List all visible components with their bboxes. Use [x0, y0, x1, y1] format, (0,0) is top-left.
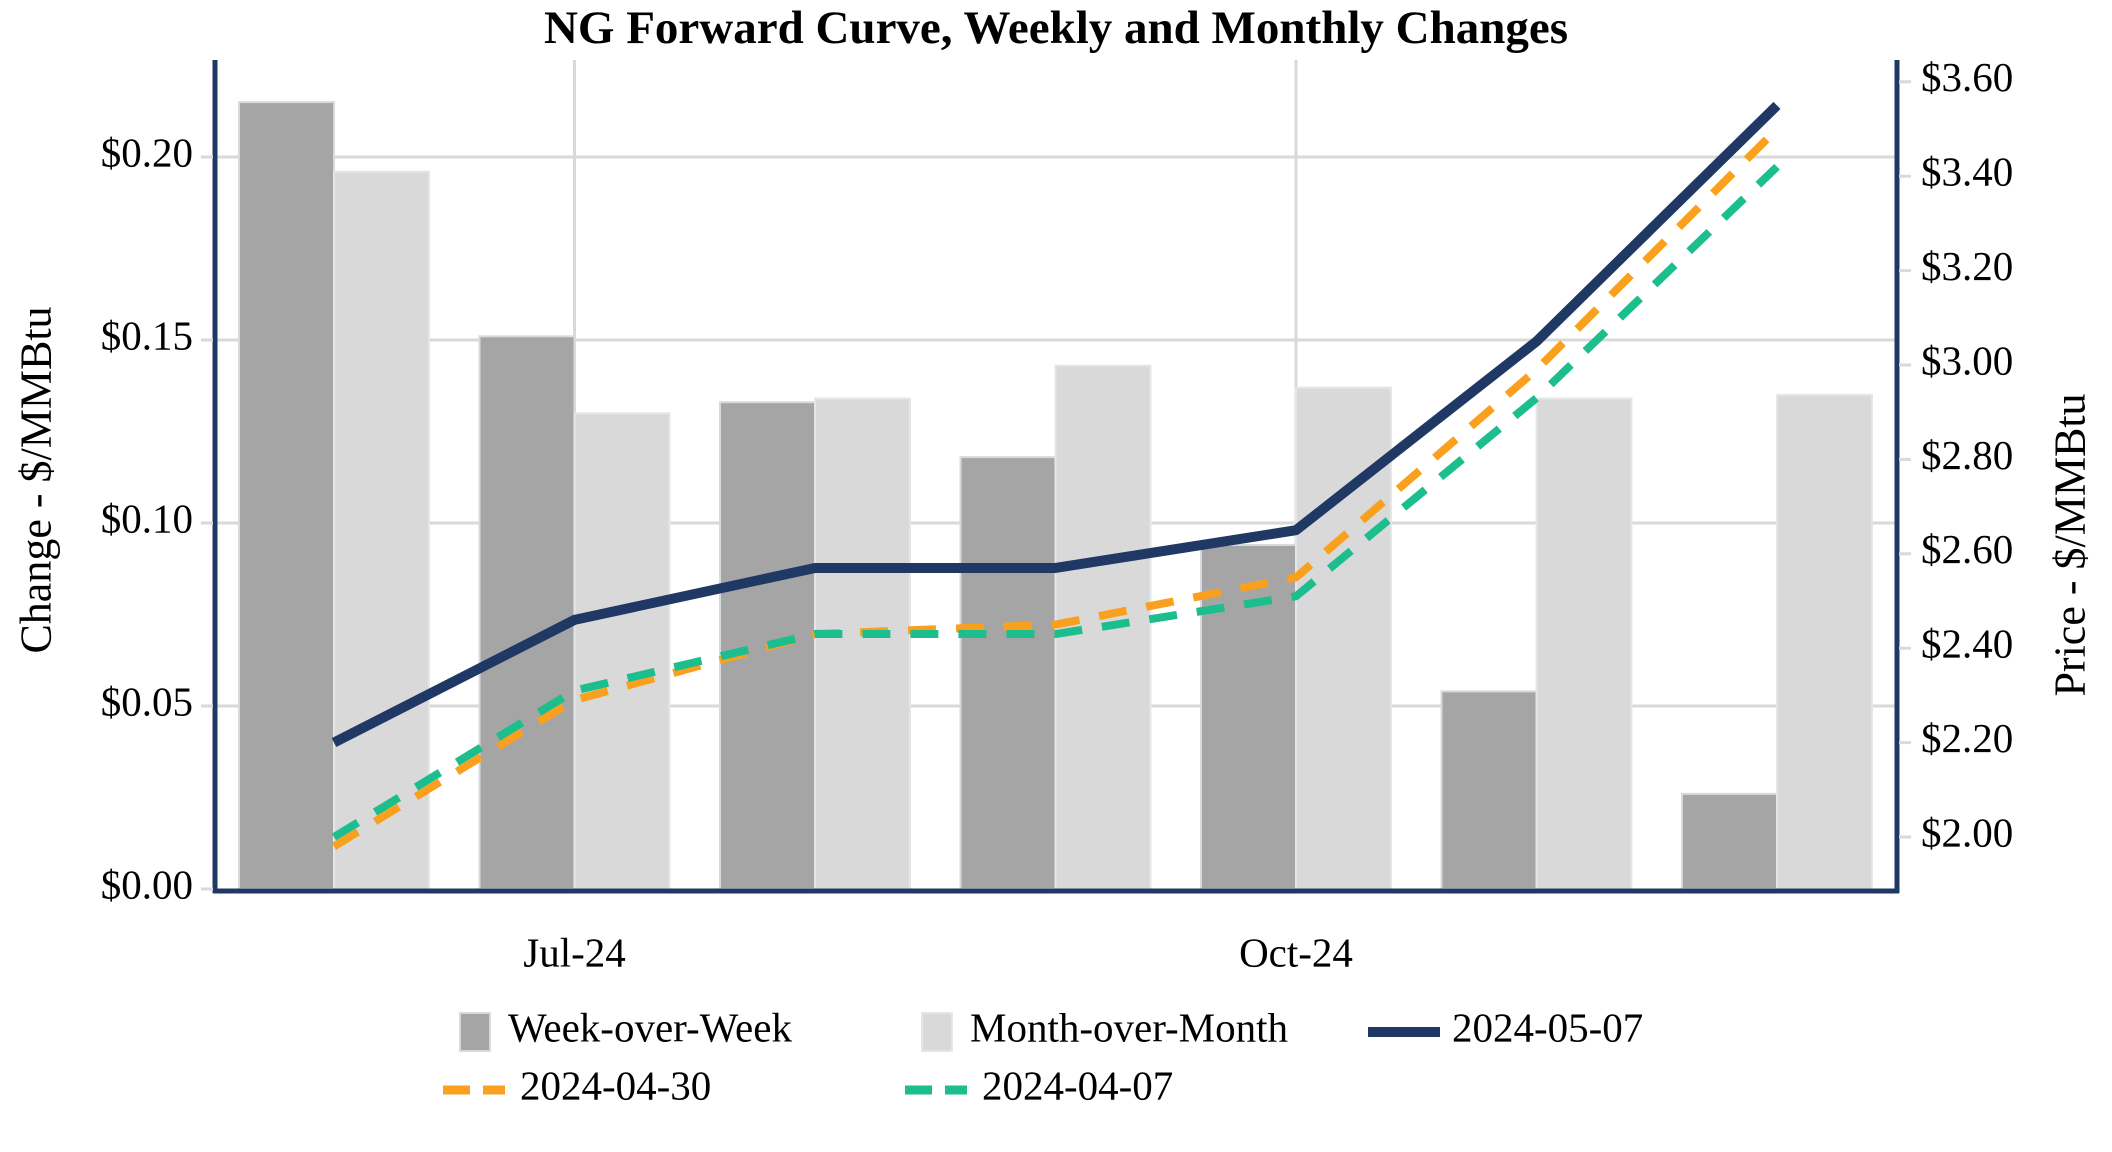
left-axis-tick-label: $0.15	[101, 312, 193, 358]
bar-month-over-month-0	[333, 170, 430, 890]
bar-week-over-week-1	[478, 335, 576, 890]
legend-label-2024-04-07: 2024-04-07	[982, 1062, 1173, 1108]
right-axis-tick-label: $3.00	[1921, 337, 2013, 383]
right-axis-tick-label: $3.40	[1921, 149, 2013, 195]
left-axis-tick-label: $0.20	[101, 129, 193, 175]
legend-label-2024-05-07: 2024-05-07	[1452, 1004, 1643, 1050]
right-axis-tick-label: $2.60	[1921, 526, 2013, 572]
right-axis-tick-label: $2.00	[1921, 809, 2013, 855]
chart-title: NG Forward Curve, Weekly and Monthly Cha…	[543, 2, 1569, 54]
bar-week-over-week-0	[238, 101, 335, 891]
bar-month-over-month-6	[1776, 393, 1873, 890]
left-axis-tick-label: $0.10	[101, 495, 193, 541]
legend-swatch-month-over-month	[921, 1012, 953, 1052]
right-axis-tick-label: $3.60	[1921, 54, 2013, 100]
legend-swatch-week-over-week	[459, 1012, 491, 1052]
right-axis-tick-label: $3.20	[1921, 243, 2013, 289]
bar-month-over-month-1	[573, 412, 671, 890]
right-axis-tick-label: $2.80	[1921, 432, 2013, 478]
line-2024-04-07	[331, 163, 1780, 841]
bar-month-over-month-2	[814, 397, 911, 890]
bar-week-over-week-5	[1440, 690, 1538, 890]
right-axis-tick-label: $2.20	[1921, 715, 2013, 761]
legend-label-month-over-month: Month-over-Month	[970, 1004, 1288, 1050]
left-axis-tick-label: $0.00	[101, 861, 193, 907]
left-axis-tick-label: $0.05	[101, 678, 193, 724]
bar-week-over-week-6	[1681, 792, 1778, 891]
x-axis-tick-label: Oct-24	[1239, 929, 1353, 975]
legend-label-week-over-week: Week-over-Week	[508, 1004, 792, 1050]
line-2024-05-07	[331, 101, 1781, 748]
x-axis-tick-label: Jul-24	[523, 929, 626, 975]
bar-month-over-month-5	[1535, 397, 1633, 890]
right-axis-title: Price - $/MMBtu	[2045, 393, 2095, 697]
legend-label-2024-04-30: 2024-04-30	[520, 1062, 711, 1108]
left-axis-title: Change - $/MMBtu	[11, 306, 61, 654]
bar-week-over-week-3	[959, 456, 1057, 890]
right-axis-tick-label: $2.40	[1921, 621, 2013, 667]
line-2024-04-30	[331, 126, 1780, 850]
